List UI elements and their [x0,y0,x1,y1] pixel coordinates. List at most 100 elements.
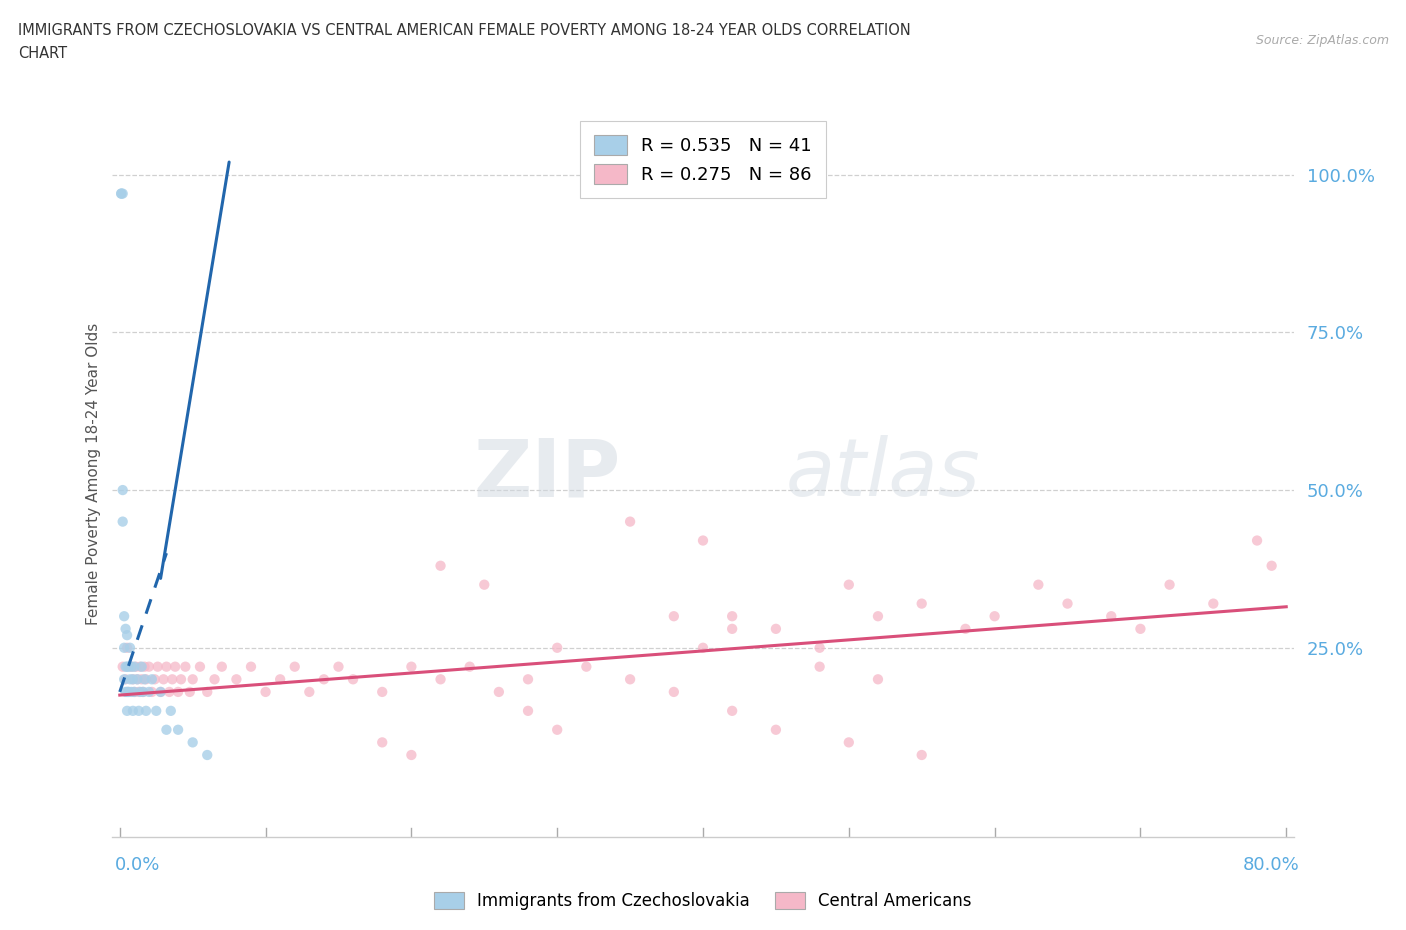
Point [117,659,139,674]
Point [152,671,174,686]
Point [146,659,169,674]
Point [838,735,860,750]
Point [371,684,394,699]
Point [1028,578,1050,592]
Point [115,641,138,656]
Point [1129,621,1152,636]
Point [546,641,568,656]
Point [546,723,568,737]
Point [619,671,641,686]
Text: CHART: CHART [18,46,67,61]
Point [115,703,138,718]
Point [138,684,160,699]
Point [983,609,1005,624]
Point [808,641,831,656]
Point [1056,596,1078,611]
Point [132,684,155,699]
Point [120,684,142,699]
Point [195,748,218,763]
Point [204,671,226,686]
Text: 0.0%: 0.0% [115,856,160,873]
Point [181,735,204,750]
Point [141,684,163,699]
Legend: Immigrants from Czechoslovakia, Central Americans: Immigrants from Czechoslovakia, Central … [427,885,979,917]
Point [254,684,277,699]
Point [181,671,204,686]
Point [128,703,150,718]
Point [127,671,149,686]
Point [132,684,155,699]
Point [1260,558,1282,573]
Point [721,609,744,624]
Point [143,671,166,686]
Point [179,684,201,699]
Point [124,659,146,674]
Point [838,578,860,592]
Point [298,684,321,699]
Point [122,671,145,686]
Point [619,514,641,529]
Point [149,684,172,699]
Point [225,671,247,686]
Point [765,723,787,737]
Point [269,671,291,686]
Point [118,641,141,656]
Point [122,671,145,686]
Point [120,659,142,674]
Point [124,684,146,699]
Point [721,621,744,636]
Point [114,621,136,636]
Point [141,671,163,686]
Point [165,659,187,674]
Text: ZIP: ZIP [472,435,620,513]
Point [111,483,134,498]
Point [159,703,181,718]
Point [488,684,510,699]
Point [662,609,685,624]
Text: Source: ZipAtlas.com: Source: ZipAtlas.com [1256,34,1389,47]
Text: IMMIGRANTS FROM CZECHOSLOVAKIA VS CENTRAL AMERICAN FEMALE POVERTY AMONG 18-24 YE: IMMIGRANTS FROM CZECHOSLOVAKIA VS CENTRA… [18,23,911,38]
Point [128,684,150,699]
Point [575,659,598,674]
Point [240,659,263,674]
Point [157,684,180,699]
Point [114,659,136,674]
Point [458,659,481,674]
Point [112,609,135,624]
Point [284,659,307,674]
Point [110,186,132,201]
Point [662,684,685,699]
Point [162,671,184,686]
Point [401,748,423,763]
Point [134,671,156,686]
Point [131,659,153,674]
Point [517,671,540,686]
Point [120,659,142,674]
Point [110,186,132,201]
Point [145,703,167,718]
Point [111,514,134,529]
Point [765,621,787,636]
Point [129,684,152,699]
Point [808,659,831,674]
Point [170,671,193,686]
Point [866,671,889,686]
Text: atlas: atlas [786,435,980,513]
Point [111,659,134,674]
Point [721,703,744,718]
Point [112,671,135,686]
Point [692,641,714,656]
Point [211,659,233,674]
Point [115,659,138,674]
Point [692,533,714,548]
Point [135,671,157,686]
Point [114,671,136,686]
Point [167,684,190,699]
Point [1246,533,1268,548]
Point [312,671,335,686]
Point [866,609,889,624]
Point [517,703,540,718]
Point [155,723,177,737]
Point [114,684,136,699]
Point [125,659,148,674]
